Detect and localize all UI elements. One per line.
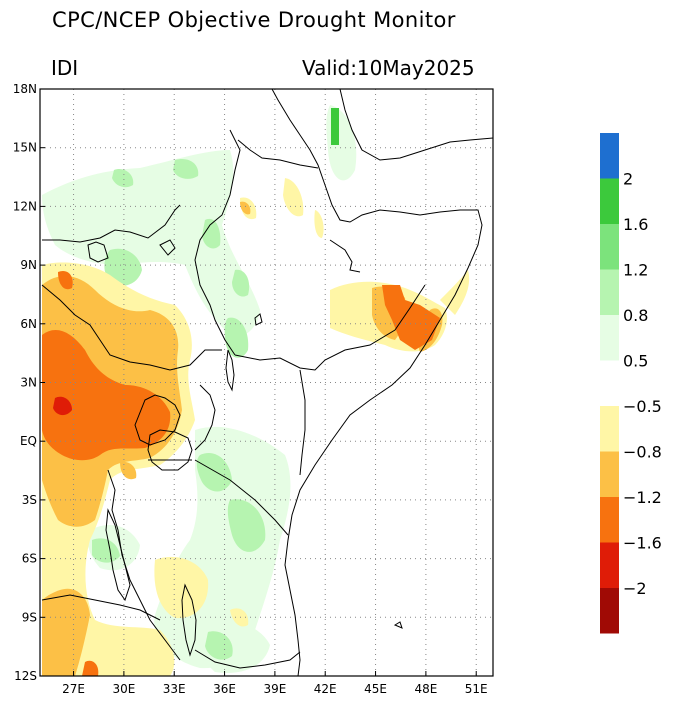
colorbar-label: 2 (623, 170, 633, 189)
colorbar-label: −2 (623, 579, 647, 598)
colorbar-swatch-dry (600, 406, 619, 452)
colorbar-swatch-dry (600, 451, 619, 497)
lat-tick-label: 6N (20, 317, 37, 331)
lat-tick-label: 9S (22, 610, 37, 624)
anomaly-field (42, 105, 470, 676)
lat-tick-label: 15N (13, 141, 37, 155)
coastline-borders (41, 89, 493, 676)
lat-tick-label: 12S (14, 669, 37, 683)
colorbar-swatch-dry (600, 542, 619, 588)
lon-tick-label: 36E (213, 682, 236, 696)
lon-tick-label: 33E (163, 682, 186, 696)
lat-axis: 18N 15N 12N 9N 6N 3N EQ 3S 6S 9S 12S (13, 82, 45, 683)
lon-tick-label: 45E (364, 682, 387, 696)
map-title: CPC/NCEP Objective Drought Monitor (52, 8, 456, 32)
colorbar: 2 1.6 1.2 0.8 0.5 −0.5 −0.8 −1.2 −1.6 −2 (600, 133, 662, 634)
colorbar-label: 1.6 (623, 215, 648, 234)
lon-tick-label: 39E (263, 682, 286, 696)
lon-tick-label: 27E (62, 682, 85, 696)
lon-axis: 27E 30E 33E 36E 39E 42E 45E 48E 51E (62, 671, 488, 696)
lon-tick-label: 30E (112, 682, 135, 696)
lat-tick-label: 3S (22, 493, 37, 507)
colorbar-label: −1.2 (623, 488, 662, 507)
lat-tick-label: 12N (13, 199, 37, 213)
lat-tick-label: 6S (22, 552, 37, 566)
colorbar-swatch-dry (600, 497, 619, 543)
colorbar-label: −0.5 (623, 397, 662, 416)
lon-tick-label: 42E (314, 682, 337, 696)
colorbar-swatch-wet (600, 178, 619, 224)
lon-tick-label: 48E (414, 682, 437, 696)
lat-tick-label: 3N (20, 376, 37, 390)
valid-date: Valid:10May2025 (302, 56, 475, 80)
colorbar-label: 1.2 (623, 261, 648, 280)
colorbar-swatch-wet (600, 315, 619, 361)
lat-tick-label: 9N (20, 258, 37, 272)
lon-tick-label: 51E (465, 682, 488, 696)
lat-tick-label: 18N (13, 82, 37, 96)
colorbar-label: −0.8 (623, 443, 662, 462)
colorbar-label: −1.6 (623, 534, 662, 553)
lat-lon-grid (40, 89, 493, 676)
colorbar-label: 0.8 (623, 306, 648, 325)
lat-tick-label: EQ (20, 434, 37, 448)
index-label: IDI (51, 56, 79, 80)
colorbar-swatch-wet (600, 133, 619, 179)
colorbar-label: 0.5 (623, 352, 648, 371)
colorbar-swatch-wet (600, 224, 619, 270)
colorbar-swatch-wet (600, 269, 619, 315)
colorbar-swatch-dry (600, 588, 619, 634)
